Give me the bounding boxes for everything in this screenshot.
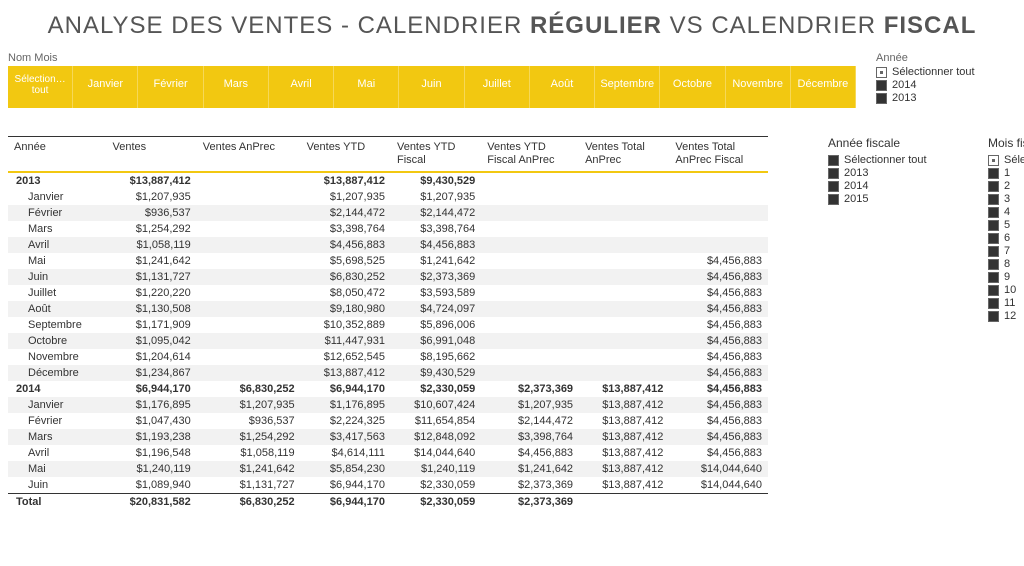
- table-row: Juin$1,131,727$6,830,252$2,373,369$4,456…: [8, 269, 768, 285]
- column-header[interactable]: Ventes YTD: [301, 137, 391, 173]
- month-slicer-item[interactable]: Mai: [334, 66, 399, 108]
- month-slicer-item[interactable]: Avril: [269, 66, 334, 108]
- slicer-item[interactable]: 6: [988, 232, 1024, 244]
- slicer-item[interactable]: 1: [988, 167, 1024, 179]
- month-slicer-item[interactable]: Février: [138, 66, 203, 108]
- column-header[interactable]: Ventes AnPrec: [197, 137, 301, 173]
- table-row: Mars$1,193,238$1,254,292$3,417,563$12,84…: [8, 429, 768, 445]
- slicer-item[interactable]: 7: [988, 245, 1024, 257]
- table-row: Janvier$1,207,935$1,207,935$1,207,935: [8, 189, 768, 205]
- slicer-item[interactable]: Sélectionner tout: [828, 154, 948, 166]
- month-slicer-item[interactable]: Novembre: [726, 66, 791, 108]
- table-row: Janvier$1,176,895$1,207,935$1,176,895$10…: [8, 397, 768, 413]
- fiscal-month-slicer[interactable]: Sélectionner tout123456789101112: [988, 154, 1024, 322]
- month-slicer-label: Nom Mois: [8, 52, 856, 64]
- column-header[interactable]: Ventes YTDFiscal: [391, 137, 481, 173]
- table-row: Juin$1,089,940$1,131,727$6,944,170$2,330…: [8, 477, 768, 494]
- slicer-item[interactable]: 9: [988, 271, 1024, 283]
- sales-table: AnnéeVentesVentes AnPrecVentes YTDVentes…: [8, 136, 768, 510]
- slicer-item[interactable]: Sélectionner tout: [876, 66, 1016, 78]
- year-slicer-label: Année: [876, 52, 1016, 64]
- table-row: Mai$1,240,119$1,241,642$5,854,230$1,240,…: [8, 461, 768, 477]
- slicer-item[interactable]: 2013: [876, 92, 1016, 104]
- slicer-item[interactable]: 2014: [828, 180, 948, 192]
- column-header[interactable]: Ventes YTDFiscal AnPrec: [481, 137, 579, 173]
- slicer-item[interactable]: 12: [988, 310, 1024, 322]
- month-slicer-item[interactable]: Octobre: [660, 66, 725, 108]
- month-slicer-item[interactable]: Sélection… tout: [8, 66, 73, 108]
- table-row: Octobre$1,095,042$11,447,931$6,991,048$4…: [8, 333, 768, 349]
- month-slicer-item[interactable]: Août: [530, 66, 595, 108]
- table-row: Mars$1,254,292$3,398,764$3,398,764: [8, 221, 768, 237]
- slicer-item[interactable]: 2013: [828, 167, 948, 179]
- month-slicer-item[interactable]: Juin: [399, 66, 464, 108]
- month-slicer-item[interactable]: Juillet: [465, 66, 530, 108]
- slicer-item[interactable]: Sélectionner tout: [988, 154, 1024, 166]
- column-header[interactable]: Ventes TotalAnPrec Fiscal: [669, 137, 768, 173]
- table-row: Août$1,130,508$9,180,980$4,724,097$4,456…: [8, 301, 768, 317]
- table-row: Avril$1,196,548$1,058,119$4,614,111$14,0…: [8, 445, 768, 461]
- slicer-item[interactable]: 8: [988, 258, 1024, 270]
- table-row: 2013$13,887,412$13,887,412$9,430,529: [8, 172, 768, 189]
- table-row: Février$1,047,430$936,537$2,224,325$11,6…: [8, 413, 768, 429]
- slicer-item[interactable]: 10: [988, 284, 1024, 296]
- slicer-item[interactable]: 4: [988, 206, 1024, 218]
- year-slicer[interactable]: Sélectionner tout20142013: [876, 66, 1016, 104]
- slicer-item[interactable]: 2: [988, 180, 1024, 192]
- table-row: Juillet$1,220,220$8,050,472$3,593,589$4,…: [8, 285, 768, 301]
- month-slicer-item[interactable]: Septembre: [595, 66, 660, 108]
- table-row: 2014$6,944,170$6,830,252$6,944,170$2,330…: [8, 381, 768, 397]
- month-slicer-item[interactable]: Mars: [204, 66, 269, 108]
- slicer-item[interactable]: 3: [988, 193, 1024, 205]
- column-header[interactable]: Année: [8, 137, 107, 173]
- slicer-item[interactable]: 11: [988, 297, 1024, 309]
- month-slicer-item[interactable]: Décembre: [791, 66, 856, 108]
- month-slicer-item[interactable]: Janvier: [73, 66, 138, 108]
- table-row: Décembre$1,234,867$13,887,412$9,430,529$…: [8, 365, 768, 381]
- table-row: Novembre$1,204,614$12,652,545$8,195,662$…: [8, 349, 768, 365]
- slicer-item[interactable]: 2015: [828, 193, 948, 205]
- fiscal-year-slicer[interactable]: Sélectionner tout201320142015: [828, 154, 948, 205]
- month-slicer[interactable]: Sélection… toutJanvierFévrierMarsAvrilMa…: [8, 66, 856, 108]
- column-header[interactable]: Ventes TotalAnPrec: [579, 137, 669, 173]
- table-row: Mai$1,241,642$5,698,525$1,241,642$4,456,…: [8, 253, 768, 269]
- slicer-item[interactable]: 5: [988, 219, 1024, 231]
- table-row: Avril$1,058,119$4,456,883$4,456,883: [8, 237, 768, 253]
- page-title: ANALYSE DES VENTES - CALENDRIER RÉGULIER…: [8, 12, 1016, 40]
- table-row: Février$936,537$2,144,472$2,144,472: [8, 205, 768, 221]
- fiscal-month-label: Mois fiscal: [988, 136, 1024, 150]
- slicer-item[interactable]: 2014: [876, 79, 1016, 91]
- fiscal-year-label: Année fiscale: [828, 136, 948, 150]
- table-row: Septembre$1,171,909$10,352,889$5,896,006…: [8, 317, 768, 333]
- table-row: Total$20,831,582$6,830,252$6,944,170$2,3…: [8, 494, 768, 511]
- column-header[interactable]: Ventes: [107, 137, 197, 173]
